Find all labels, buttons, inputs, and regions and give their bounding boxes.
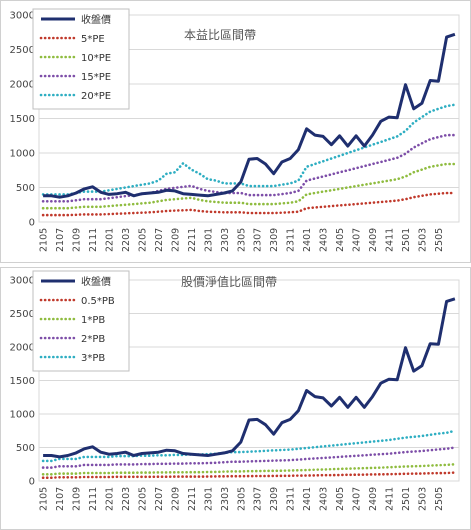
series-line-0: [43, 32, 456, 199]
x-tick-label: 2311: [286, 487, 297, 511]
x-tick-label: 2111: [88, 487, 99, 511]
x-tick-label: 2203: [121, 228, 132, 252]
x-tick-label: 2501: [401, 228, 412, 252]
legend-box: [32, 270, 130, 372]
x-tick-label: 2207: [154, 487, 165, 511]
x-tick-label: 2305: [236, 487, 247, 511]
x-tick-label: 2503: [417, 228, 428, 252]
x-tick-label: 2409: [368, 228, 379, 252]
y-tick-label: 500: [16, 183, 35, 194]
x-tick-label: 2405: [335, 487, 346, 511]
legend-label: 10*PE: [81, 53, 111, 64]
x-tick-label: 2307: [253, 487, 264, 511]
x-tick-label: 2305: [236, 228, 247, 252]
x-tick-label: 2401: [302, 487, 313, 511]
y-tick-label: 1000: [10, 410, 35, 421]
x-tick-label: 2107: [55, 487, 66, 511]
y-tick-label: 2500: [10, 45, 35, 56]
x-tick-label: 2403: [319, 228, 330, 252]
x-tick-label: 2505: [434, 487, 445, 511]
x-tick-label: 2411: [385, 228, 396, 252]
legend-box: [32, 8, 130, 110]
series-line-1: [41, 471, 457, 479]
x-tick-label: 2303: [220, 487, 231, 511]
series-line-2: [41, 162, 457, 210]
x-tick-label: 2311: [286, 228, 297, 252]
chart-title: 股價淨值比區間帶: [181, 274, 277, 289]
series-line-3: [41, 446, 457, 469]
x-tick-label: 2303: [220, 228, 231, 252]
y-tick-label: 2500: [10, 309, 35, 320]
legend-label: 2*PB: [81, 334, 105, 345]
y-tick-label: 0: [29, 477, 35, 488]
chart-title: 本益比區間帶: [184, 28, 256, 42]
pb-band-chart-svg: 0 500 1000 1500 2000 2500 3000 2105 2107 2109 2111…: [10, 270, 460, 511]
y-tick-label: 1000: [10, 149, 35, 160]
y-tick-label: 3000: [10, 11, 35, 22]
x-tick-label: 2105: [39, 228, 50, 252]
x-tick-label: 2503: [417, 487, 428, 511]
x-tick-label: 2209: [170, 228, 181, 252]
legend-label: 3*PB: [81, 353, 105, 364]
series-line-0: [43, 297, 456, 459]
legend-label: 20*PE: [81, 91, 111, 102]
y-tick-label: 1500: [10, 376, 35, 387]
x-tick-label: 2501: [401, 487, 412, 511]
x-tick-label: 2201: [105, 487, 116, 511]
x-tick-label: 2301: [203, 487, 214, 511]
series-line-4: [41, 429, 457, 463]
y-tick-label: 500: [16, 443, 35, 454]
x-tick-label: 2109: [72, 487, 83, 511]
x-tick-label: 2111: [88, 228, 99, 252]
y-tick-label: 2000: [10, 80, 35, 91]
x-tick-label: 2205: [137, 487, 148, 511]
series-line-2: [41, 463, 457, 476]
x-tick-label: 2307: [253, 228, 264, 252]
legend-label: 5*PE: [81, 34, 105, 45]
x-tick-label: 2109: [72, 228, 83, 252]
x-tick-label: 2505: [434, 228, 445, 252]
pe-band-chart-svg: 0 500 1000 1500 2000 2500 3000 2105 2107 2109 2111…: [10, 8, 460, 252]
legend-label: 15*PE: [81, 72, 111, 83]
x-tick-label: 2411: [385, 487, 396, 511]
series-line-4: [41, 103, 457, 196]
pe-band-chart: 0 500 1000 1500 2000 2500 3000 2105 2107 2109 2111…: [0, 0, 471, 263]
x-tick-label: 2105: [39, 487, 50, 511]
legend-label: 1*PB: [81, 315, 105, 326]
x-tick-label: 2409: [368, 487, 379, 511]
series-line-3: [41, 133, 457, 203]
x-tick-label: 2209: [170, 487, 181, 511]
legend-label: 收盤價: [81, 275, 111, 288]
x-tick-label: 2207: [154, 228, 165, 252]
x-tick-label: 2403: [319, 487, 330, 511]
x-tick-label: 2211: [187, 487, 198, 511]
series-line-1: [41, 191, 457, 217]
x-tick-label: 2405: [335, 228, 346, 252]
pb-band-chart: 0 500 1000 1500 2000 2500 3000 2105 2107 2109 2111…: [0, 267, 471, 530]
legend-label: 0.5*PB: [81, 296, 115, 307]
x-tick-label: 2107: [55, 228, 66, 252]
x-tick-label: 2211: [187, 228, 198, 252]
legend-label: 收盤價: [81, 13, 111, 26]
x-tick-label: 2205: [137, 228, 148, 252]
x-tick-label: 2201: [105, 228, 116, 252]
x-tick-label: 2309: [269, 228, 280, 252]
x-tick-label: 2203: [121, 487, 132, 511]
y-tick-label: 3000: [10, 276, 35, 287]
x-tick-label: 2301: [203, 228, 214, 252]
x-tick-label: 2407: [352, 228, 363, 252]
x-tick-label: 2401: [302, 228, 313, 252]
x-tick-label: 2309: [269, 487, 280, 511]
y-tick-label: 0: [29, 218, 35, 229]
y-tick-label: 1500: [10, 114, 35, 125]
x-tick-label: 2407: [352, 487, 363, 511]
y-tick-label: 2000: [10, 343, 35, 354]
